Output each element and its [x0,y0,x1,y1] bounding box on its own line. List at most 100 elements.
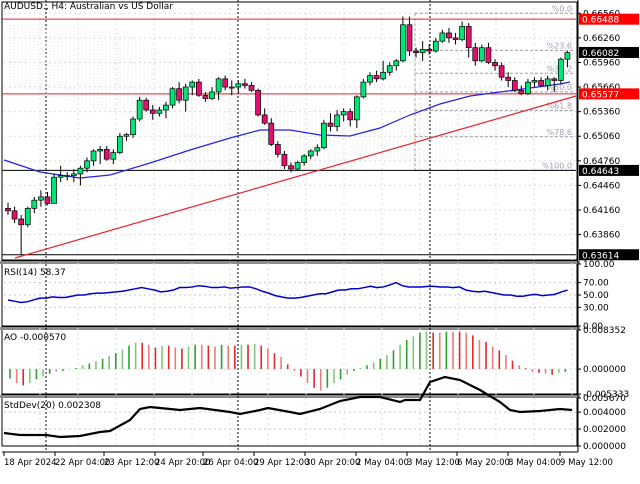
stddev-label: StdDev(20) 0.002308 [4,401,102,411]
rsi-label: RSI(14) 58.37 [4,268,66,278]
bear-candle [5,208,11,212]
bear-candle [176,88,182,101]
bear-candle [11,210,18,220]
time-axis-label: 18 Apr 2024 [4,458,57,468]
bull-candle [294,162,301,170]
time-axis-label: 30 Apr 20:00 [305,458,360,468]
bull-candle [136,99,143,120]
moving-average-line [3,81,571,179]
bear-candle [551,78,558,81]
price-tick-label: 0.66260 [583,34,620,44]
pane-separator [0,261,580,264]
ao-label: AO -0.000570 [4,333,67,343]
price-tag-label: 0.63614 [582,251,619,261]
bull-candle [182,86,189,101]
rsi-tick-label: 100.00 [583,260,615,270]
price-tick-label: 0.64460 [583,181,620,191]
bull-candle [24,208,31,226]
bear-candle [347,111,354,121]
bear-candle [406,24,413,52]
bull-candle [314,147,321,152]
bull-candle [51,176,57,204]
bear-candle [518,89,525,94]
bull-candle [353,96,360,121]
bull-candle [439,32,446,42]
bull-candle [130,118,136,135]
rsi-tick-label: 50.00 [583,291,609,301]
rsi-tick-label: 30.00 [583,303,609,313]
bull-candle [334,114,340,127]
bull-candle [386,65,393,73]
bull-candle [189,81,196,88]
bull-candle [169,88,176,106]
bull-candle [64,175,71,177]
stddev-tick-label: 0.002000 [583,425,626,435]
bear-candle [103,148,110,160]
ao-pane [1,326,578,395]
bull-candle [367,75,373,83]
time-axis-label: 9 May 12:00 [560,458,613,468]
time-axis-label: 29 Apr 12:00 [254,458,309,468]
bull-candle [419,48,426,53]
bull-candle [31,199,38,209]
bear-candle [274,144,281,155]
price-tick-label: 0.65660 [583,83,620,93]
ao-tick-label: 0.000000 [583,365,626,375]
bull-candle [400,24,406,62]
stddev-tick-label: 0.000000 [583,442,626,452]
bull-candle [123,134,130,137]
bull-candle [156,109,163,114]
price-tick-label: 0.65960 [583,58,620,68]
rsi-line [7,281,568,304]
bear-candle [511,80,518,91]
bull-candle [38,196,44,201]
price-tag-label: 0.65577 [582,90,619,100]
time-axis-label: 2 May 04:00 [356,458,409,468]
bull-candle [380,71,386,80]
bull-candle [459,26,465,40]
bear-candle [505,76,512,81]
price-tick-label: 0.64760 [583,157,620,167]
bear-candle [143,99,150,111]
price-tick-label: 0.65360 [583,108,620,118]
time-axis-label: 26 Apr 04:00 [203,458,258,468]
price-tag [579,13,639,25]
time-axis-label: 22 Apr 04:00 [55,458,110,468]
bear-candle [426,48,433,52]
rsi-tick-label: 0.00 [583,322,603,332]
stddev-line [3,375,573,439]
price-tick-label: 0.63860 [583,231,620,241]
bear-candle [268,122,275,145]
price-tag-label: 0.66488 [582,16,619,26]
bear-candle [373,75,380,80]
bull-candle [90,150,97,162]
bear-candle [485,47,492,63]
bear-candle [222,78,229,88]
price-tag [579,88,639,100]
pane-separator [0,327,580,330]
time-axis-label: 23 Apr 12:00 [104,458,159,468]
price-tick-label: 0.64160 [583,206,620,216]
bear-candle [202,94,209,99]
bull-candle [77,167,84,175]
ao-tick-label: 0.008352 [583,326,626,336]
bear-candle [44,196,51,204]
fib-level-label: %100.0 [541,161,572,170]
bull-candle [163,104,169,111]
bear-candle [261,114,268,124]
bear-candle [452,37,459,40]
bear-candle [413,50,419,53]
time-axis-label: 6 May 20:00 [457,458,510,468]
bull-candle [235,83,242,88]
bull-candle [97,148,103,152]
bear-candle [446,32,452,39]
bear-candle [255,89,261,116]
bear-candle [538,80,544,86]
bear-candle [281,153,288,167]
rsi-tick-label: 70.00 [583,279,609,289]
price-tag [579,249,639,261]
stddev-pane [1,394,578,447]
bull-candle [557,58,564,81]
bull-candle [479,47,485,62]
